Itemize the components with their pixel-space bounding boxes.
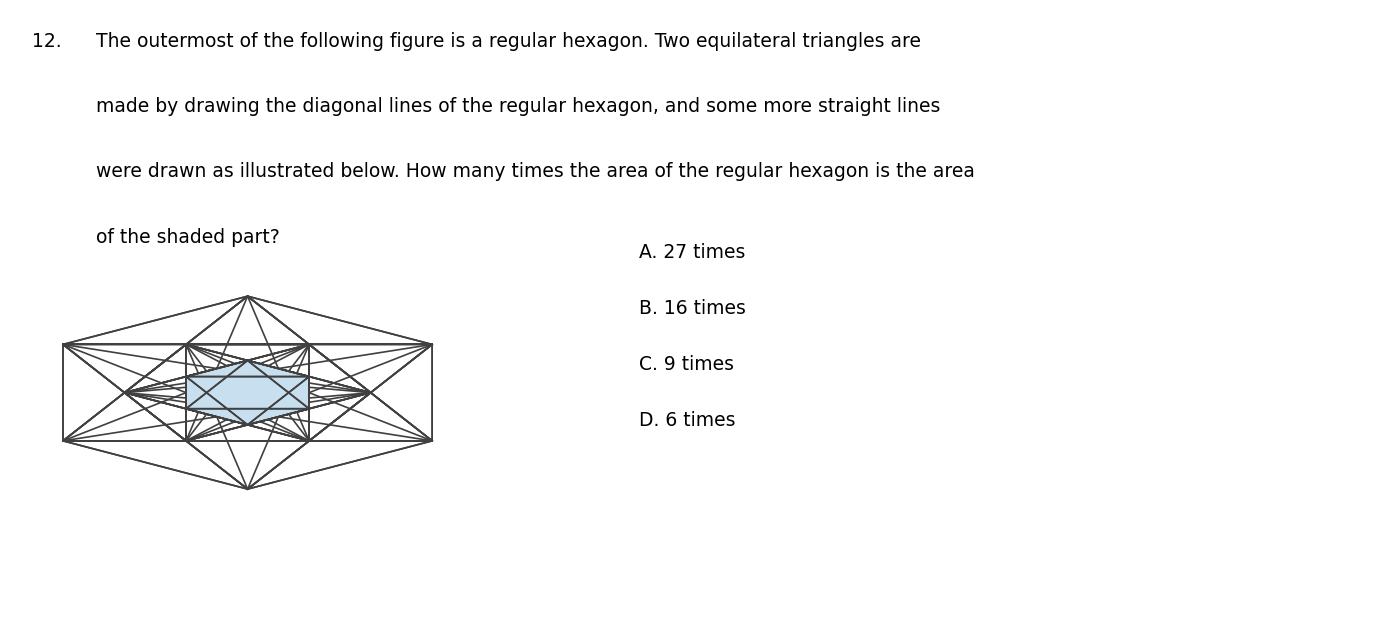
- Text: 12.: 12.: [32, 32, 61, 51]
- Text: C. 9 times: C. 9 times: [639, 356, 735, 375]
- Text: B. 16 times: B. 16 times: [639, 300, 746, 319]
- Text: D. 6 times: D. 6 times: [639, 411, 736, 431]
- Polygon shape: [186, 361, 310, 425]
- Polygon shape: [186, 361, 310, 425]
- Text: of the shaded part?: of the shaded part?: [96, 228, 281, 247]
- Text: The outermost of the following figure is a regular hexagon. Two equilateral tria: The outermost of the following figure is…: [96, 32, 921, 51]
- Text: made by drawing the diagonal lines of the regular hexagon, and some more straigh: made by drawing the diagonal lines of th…: [96, 97, 940, 116]
- Text: were drawn as illustrated below. How many times the area of the regular hexagon : were drawn as illustrated below. How man…: [96, 162, 975, 181]
- Text: A. 27 times: A. 27 times: [639, 244, 746, 262]
